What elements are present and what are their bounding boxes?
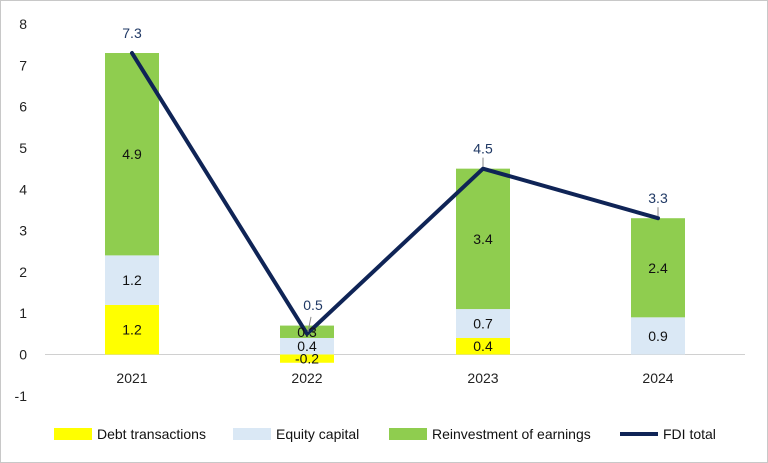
bar-equity-capital-2024: [631, 317, 685, 355]
x-axis: 2021 2022 2023 2024: [45, 354, 745, 386]
fdi-total-label: 7.3: [122, 25, 142, 41]
bar-reinvestment-of-earnings-2021: [105, 53, 159, 256]
bar-equity-capital-2021: [105, 255, 159, 305]
fdi-total-point: [130, 51, 134, 55]
x-tick-label: 2021: [116, 370, 147, 386]
bar-debt-transactions-2021: [105, 304, 159, 355]
legend-label-fdi-total: FDI total: [663, 426, 716, 442]
fdi-total-point: [656, 216, 660, 220]
bar-label-equity-capital: 0.7: [473, 316, 493, 332]
bar-label-reinvestment-of-earnings: 4.9: [122, 146, 142, 162]
fdi-total-point: [481, 167, 485, 171]
bar-debt-transactions-2022: [280, 354, 334, 363]
bar-label-debt-transactions: -0.2: [295, 351, 319, 367]
legend-label-reinvestment-of-earnings: Reinvestment of earnings: [432, 426, 591, 442]
bars: [105, 53, 685, 363]
fdi-total-line: [130, 51, 660, 336]
x-tick-label: 2024: [642, 370, 673, 386]
fdi-total-label: 3.3: [648, 190, 668, 206]
fdi-total-point: [305, 332, 309, 336]
y-tick-label: 7: [19, 57, 27, 73]
bar-label-equity-capital: 0.4: [297, 338, 317, 354]
bar-label-equity-capital: 1.2: [122, 272, 142, 288]
y-tick-label: -1: [15, 388, 28, 404]
y-tick-label: 4: [19, 181, 27, 197]
y-tick-label: 8: [19, 16, 27, 32]
bar-label-reinvestment-of-earnings: 0.3: [297, 324, 317, 340]
x-tick-label: 2023: [467, 370, 498, 386]
legend-swatch-reinvestment-of-earnings: [389, 428, 427, 440]
legend-swatch-debt-transactions: [54, 428, 92, 440]
legend-swatch-equity-capital: [233, 428, 271, 440]
bar-debt-transactions-2023: [456, 337, 510, 355]
y-tick-label: 2: [19, 264, 27, 280]
fdi-total-label: 4.5: [473, 141, 493, 157]
data-labels: 1.21.24.9-0.20.40.30.40.73.40.92.47.30.5…: [122, 25, 668, 367]
y-tick-label: 3: [19, 223, 27, 239]
x-tick-label: 2022: [291, 370, 322, 386]
y-axis: -1 0 1 2 3 4 5 6 7 8: [15, 16, 28, 404]
bar-label-debt-transactions: 0.4: [473, 338, 493, 354]
y-tick-label: 0: [19, 347, 27, 363]
fdi-total-label: 0.5: [303, 297, 323, 313]
bar-reinvestment-of-earnings-2024: [631, 218, 685, 318]
bar-equity-capital-2023: [456, 309, 510, 338]
bar-label-reinvestment-of-earnings: 3.4: [473, 231, 493, 247]
legend-label-debt-transactions: Debt transactions: [97, 426, 206, 442]
legend: Debt transactions Equity capital Reinvestm…: [54, 426, 716, 442]
fdi-total-polyline: [130, 51, 660, 336]
fdi-total-leader-line: [307, 316, 312, 332]
bar-label-debt-transactions: 1.2: [122, 322, 142, 338]
y-tick-label: 6: [19, 99, 27, 115]
bar-equity-capital-2022: [280, 337, 334, 355]
y-tick-label: 5: [19, 140, 27, 156]
legend-label-equity-capital: Equity capital: [276, 426, 359, 442]
bar-reinvestment-of-earnings-2023: [456, 168, 510, 310]
bar-label-reinvestment-of-earnings: 2.4: [648, 260, 668, 276]
y-tick-label: 1: [19, 305, 27, 321]
bar-label-equity-capital: 0.9: [648, 328, 668, 344]
